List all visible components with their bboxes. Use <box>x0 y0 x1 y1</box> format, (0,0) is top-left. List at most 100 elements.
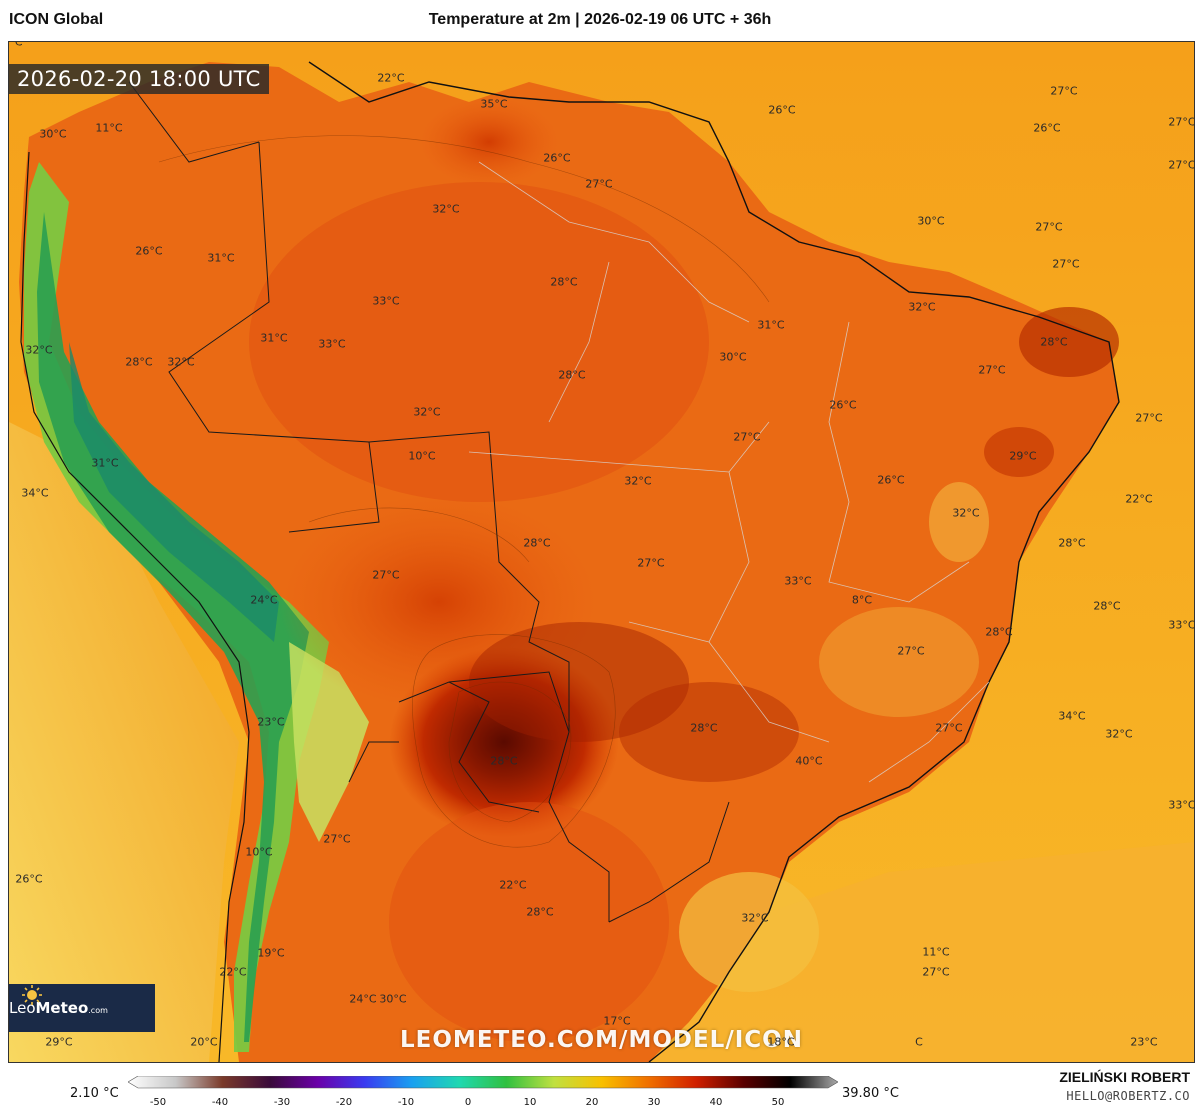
temperature-map[interactable]: 2026-02-20 18:00 UTC LEOMETEO.COM/MODEL/… <box>8 41 1195 1063</box>
temperature-label: 32°C <box>413 405 441 419</box>
legend-tick-label: 20 <box>585 1097 599 1108</box>
logo-text: LeoMeteo.com <box>9 999 108 1017</box>
map-canvas <box>9 42 1194 1062</box>
temperature-label: 10°C <box>245 845 273 859</box>
temperature-label: 28°C <box>1058 536 1086 550</box>
temperature-label: 28°C <box>550 275 578 289</box>
sao-paulo-hot <box>619 682 799 782</box>
header: ICON Global Temperature at 2m | 2026-02-… <box>0 0 1200 40</box>
temperature-label: 31°C <box>207 251 235 265</box>
temperature-label: 27°C <box>1168 115 1195 129</box>
temperature-label: 33°C <box>1168 618 1195 632</box>
watermark: LEOMETEO.COM/MODEL/ICON <box>400 1027 803 1053</box>
temperature-label: 27°C <box>733 430 761 444</box>
temperature-label: 11°C <box>922 945 950 959</box>
legend-tick-label: -40 <box>211 1097 229 1108</box>
temperature-label: 27°C <box>897 644 925 658</box>
temperature-label: C <box>915 1035 923 1049</box>
temperature-label: 27°C <box>1135 411 1163 425</box>
south-atlantic-cool <box>609 842 1194 1062</box>
legend-tick-label: 10 <box>523 1097 537 1108</box>
state-borders <box>468 161 990 783</box>
temperature-label: 8°C <box>851 593 873 607</box>
temperature-label: 10°C <box>408 449 436 463</box>
amazon-hot-zone <box>249 182 709 502</box>
temperature-label: 26°C <box>829 398 857 412</box>
temperature-label: 22°C <box>499 878 527 892</box>
temperature-label: 29°C <box>1009 449 1037 463</box>
temperature-label: 23°C <box>1130 1035 1158 1049</box>
temperature-label: 27°C <box>935 721 963 735</box>
temperature-label: 19°C <box>257 946 285 960</box>
argentina-warm <box>389 802 669 1042</box>
temperature-label: 28°C <box>985 625 1013 639</box>
temperature-label: 21°C <box>9 41 23 49</box>
temperature-label: 26°C <box>15 872 43 886</box>
temperature-label: 32°C <box>908 300 936 314</box>
temperature-label: 40°C <box>795 754 823 768</box>
temperature-label: 27°C <box>922 965 950 979</box>
temperature-label: 28°C <box>690 721 718 735</box>
temperature-label: 32°C <box>25 343 53 357</box>
legend-tick-label: 30 <box>647 1097 661 1108</box>
temperature-label: 27°C <box>585 177 613 191</box>
temperature-label: 28°C <box>490 754 518 768</box>
temperature-label: 28°C <box>558 368 586 382</box>
temperature-label: 28°C <box>526 905 554 919</box>
temperature-label: 30°C <box>39 127 67 141</box>
temperature-label: 30°C <box>719 350 747 364</box>
legend-min-value: 2.10 °C <box>70 1086 119 1101</box>
temperature-label: 22°C <box>219 965 247 979</box>
temperature-label: 26°C <box>877 473 905 487</box>
temperature-label: 18°C <box>767 1035 795 1049</box>
temperature-label: 32°C <box>1105 727 1133 741</box>
temperature-label: 33°C <box>318 337 346 351</box>
legend-tick-label: 50 <box>771 1097 785 1108</box>
temperature-label: 32°C <box>432 202 460 216</box>
temperature-label: 31°C <box>91 456 119 470</box>
temperature-label: 33°C <box>372 294 400 308</box>
author-email[interactable]: HELLO@ROBERTZ.CO <box>1066 1089 1190 1103</box>
legend-tick-label: -20 <box>335 1097 353 1108</box>
northeast-hot <box>1019 307 1119 377</box>
coastline <box>308 61 1120 1062</box>
temperature-label: 27°C <box>372 568 400 582</box>
temperature-label: 34°C <box>1058 709 1086 723</box>
legend-tick-label: 40 <box>709 1097 723 1108</box>
temperature-label: 27°C <box>1035 220 1063 234</box>
temperature-label: 17°C <box>603 1014 631 1028</box>
legend-tick-label: -10 <box>397 1097 415 1108</box>
model-name: ICON Global <box>9 11 104 28</box>
legend-tick-label: -50 <box>149 1097 167 1108</box>
legend-tick-label: -30 <box>273 1097 291 1108</box>
chaco-heat <box>469 622 689 742</box>
temperature-label: 32°C <box>167 355 195 369</box>
temperature-label: 22°C <box>377 71 405 85</box>
plateau-cool <box>929 482 989 562</box>
temperature-label: 27°C <box>1050 84 1078 98</box>
leometeo-logo[interactable]: LeoMeteo.com <box>9 984 155 1032</box>
north-hot-spot <box>419 97 559 187</box>
west-coastline <box>20 151 250 1062</box>
temperature-label: 26°C <box>1033 121 1061 135</box>
legend-color-bar <box>128 1076 838 1089</box>
legend: 2.10 °C -50 -40 -30 -20 -10 0 10 20 30 40 50 39.80… <box>0 1062 1200 1108</box>
temperature-label: 11°C <box>95 121 123 135</box>
temperature-label: 35°C <box>480 97 508 111</box>
legend-tick-label: 0 <box>464 1097 472 1108</box>
temperature-label: 29°C <box>45 1035 73 1049</box>
mineiro-cool <box>819 607 979 717</box>
temperature-label: 20°C <box>190 1035 218 1049</box>
temperature-label: 27°C <box>978 363 1006 377</box>
temperature-label: 27°C <box>637 556 665 570</box>
country-borders <box>128 81 730 923</box>
temperature-label: 32°C <box>741 911 769 925</box>
paraguay-heat-core <box>389 647 619 837</box>
temperature-label: 30°C <box>379 992 407 1006</box>
temperature-label: 27°C <box>1052 257 1080 271</box>
temperature-label: 28°C <box>1040 335 1068 349</box>
andes-highest <box>69 342 279 642</box>
temperature-label: 27°C <box>323 832 351 846</box>
legend-max-value: 39.80 °C <box>842 1086 899 1101</box>
temperature-label: 26°C <box>543 151 571 165</box>
